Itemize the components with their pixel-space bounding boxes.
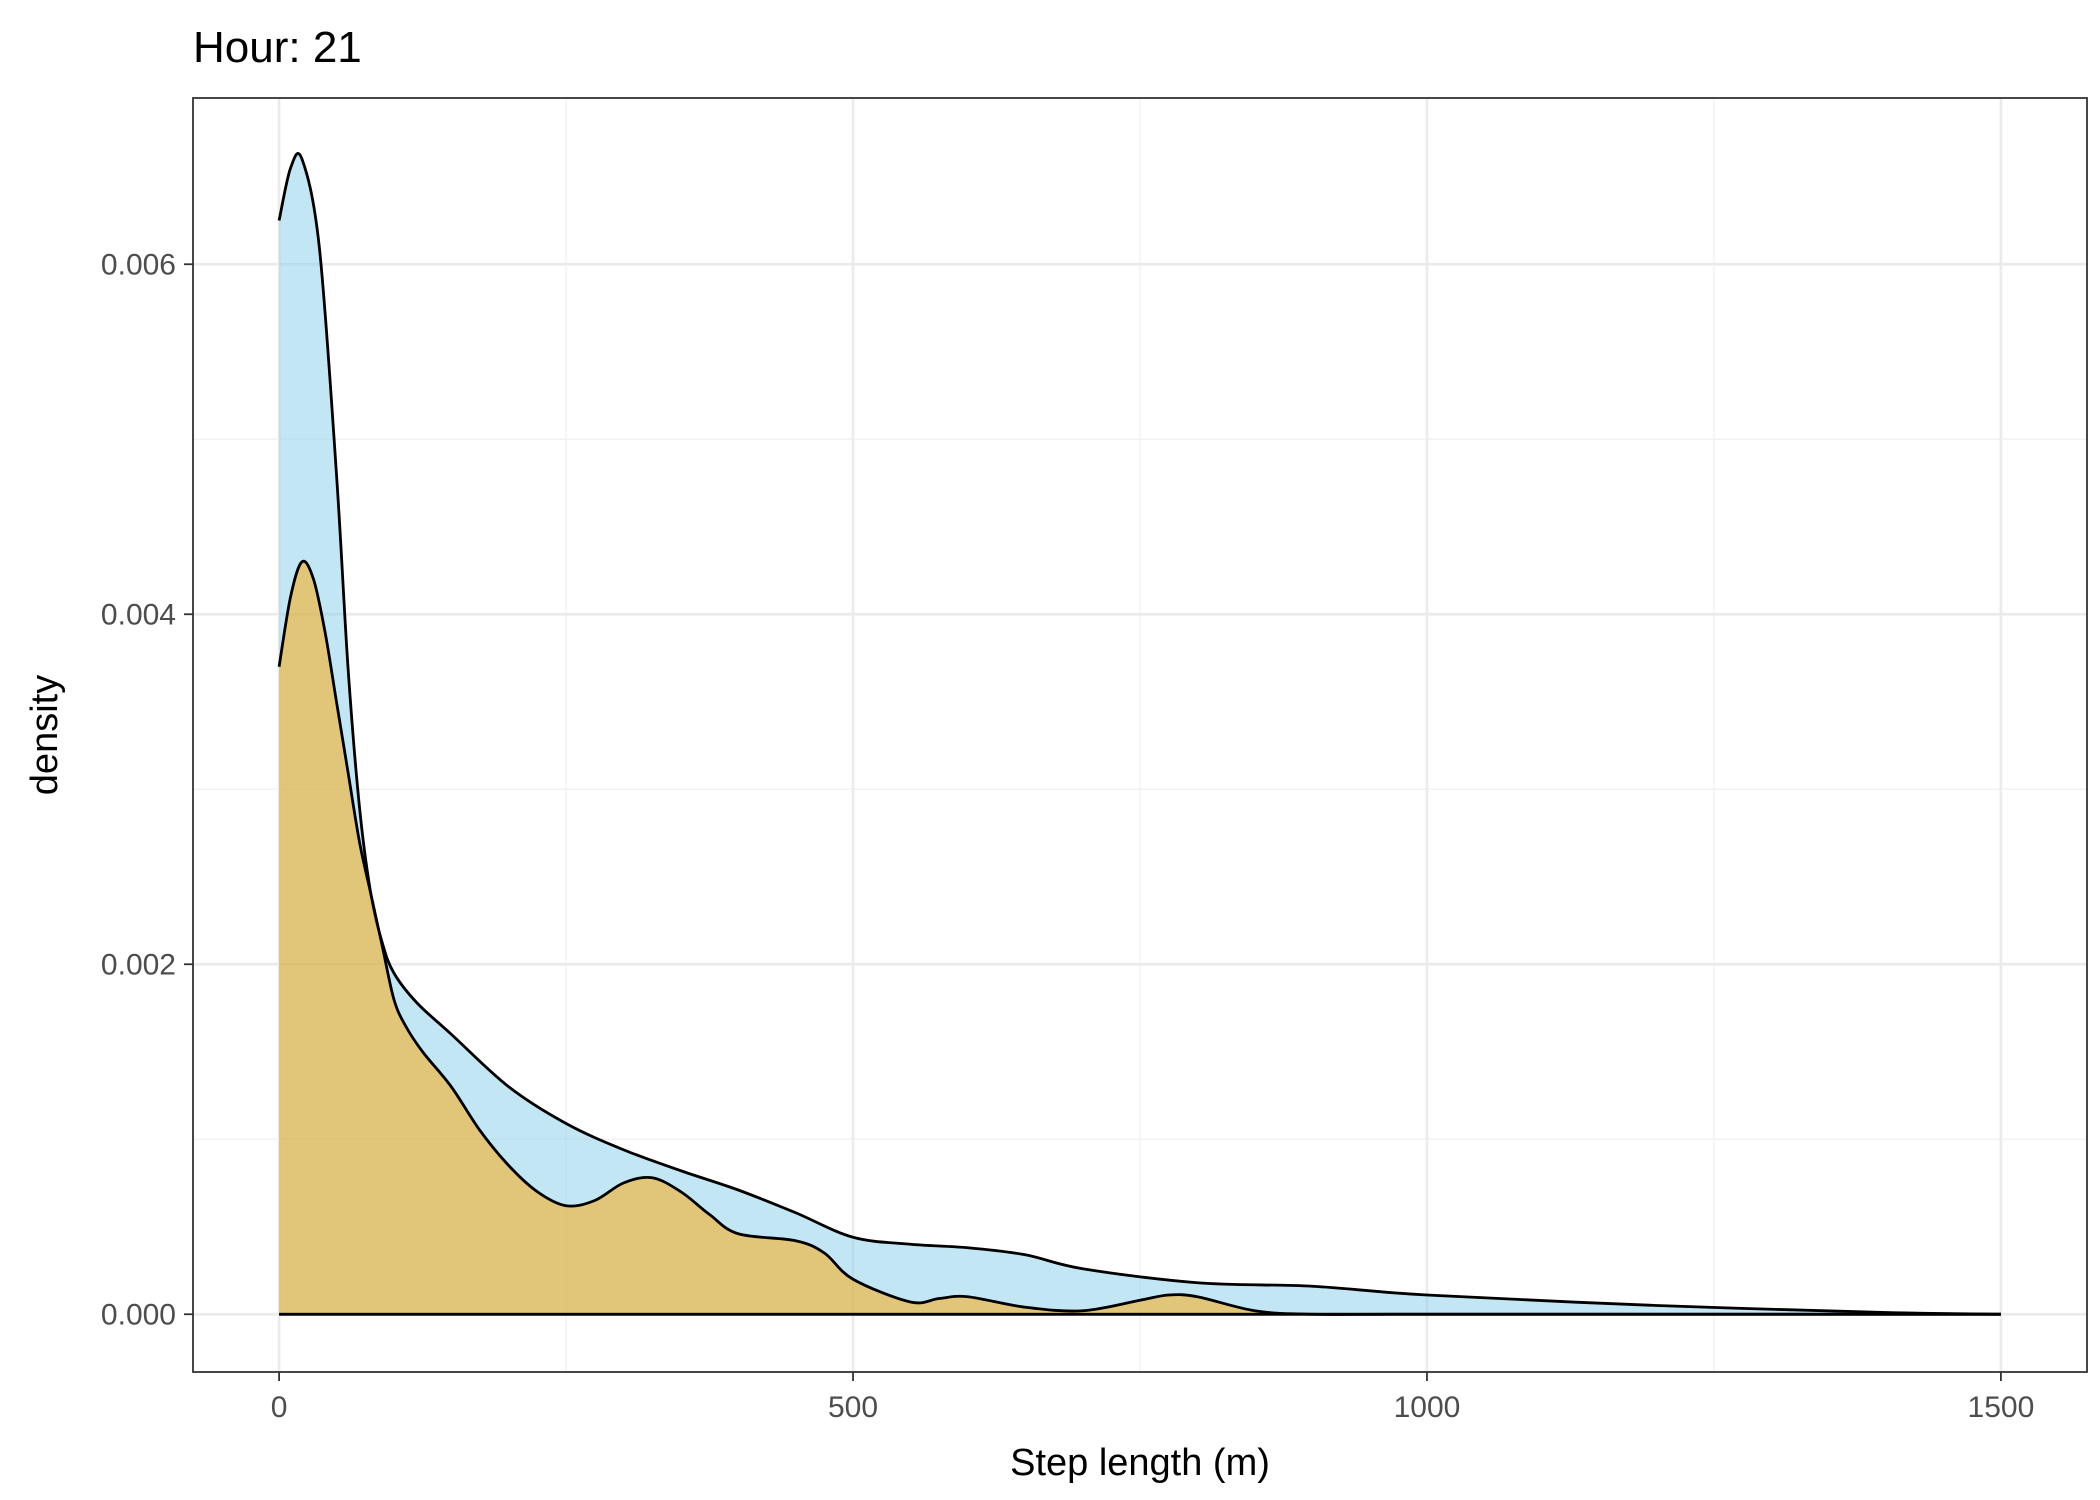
y-tick-label: 0.000 bbox=[101, 1298, 176, 1331]
chart-title: Hour: 21 bbox=[193, 23, 362, 72]
plot-panel bbox=[192, 97, 2088, 1373]
density-curve-2 bbox=[277, 559, 2001, 1316]
density-areas bbox=[277, 152, 2001, 1316]
y-tick-label: 0.002 bbox=[101, 948, 176, 981]
x-tick-label: 500 bbox=[828, 1391, 878, 1424]
y-tick-label: 0.004 bbox=[101, 598, 176, 631]
x-tick-label: 1500 bbox=[1968, 1391, 2035, 1424]
y-axis-title: density bbox=[24, 675, 66, 795]
x-tick-label: 0 bbox=[271, 1391, 288, 1424]
density-area-fill-2 bbox=[279, 561, 2001, 1315]
x-tick-label: 1000 bbox=[1394, 1391, 1461, 1424]
x-axis-title: Step length (m) bbox=[1010, 1442, 1270, 1484]
axes: 0 500 1000 1500 0.000 0.002 0.004 0.006 bbox=[101, 248, 2034, 1424]
y-tick-label: 0.006 bbox=[101, 248, 176, 281]
density-curve-1 bbox=[277, 152, 2001, 1316]
